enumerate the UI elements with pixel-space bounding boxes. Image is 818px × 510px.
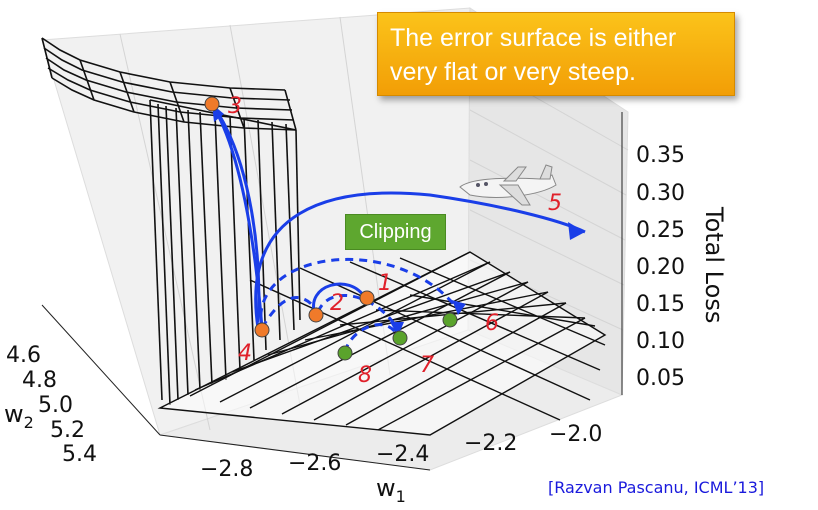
y-tick: 5.2 bbox=[50, 418, 85, 443]
y-tick: 4.8 bbox=[22, 368, 57, 393]
x-axis-label: w1 bbox=[376, 474, 406, 506]
z-tick: 0.25 bbox=[636, 218, 685, 243]
point-orange-1 bbox=[359, 290, 375, 306]
z-tick: 0.15 bbox=[636, 292, 685, 317]
y-tick: 5.4 bbox=[62, 442, 97, 467]
z-axis: 0.35 0.30 0.25 0.20 0.15 0.10 0.05 Total… bbox=[621, 112, 728, 395]
y-axis: 4.6 4.8 5.0 5.2 5.4 w2 bbox=[4, 304, 161, 467]
y-tick: 5.0 bbox=[38, 393, 73, 418]
annotation-7: 7 bbox=[420, 353, 434, 378]
annotation-5: 5 bbox=[548, 191, 562, 216]
x-tick: −2.2 bbox=[464, 431, 517, 456]
z-tick: 0.05 bbox=[636, 366, 685, 391]
point-orange-3 bbox=[254, 322, 270, 338]
annotation-6: 6 bbox=[485, 311, 499, 336]
data-points bbox=[204, 96, 458, 361]
flat-surface bbox=[157, 251, 607, 436]
annotation-1: 1 bbox=[378, 271, 392, 296]
x-axis: −2.8 −2.6 −2.4 −2.2 −2.0 w1 bbox=[159, 422, 602, 506]
callout-box: The error surface is either very flat or… bbox=[377, 12, 735, 96]
annotation-3: 3 bbox=[228, 94, 242, 119]
hand-annotations: 1 2 3 4 5 6 7 8 bbox=[228, 94, 562, 388]
callout-line-1: The error surface is either bbox=[390, 24, 677, 52]
z-axis-label: Total Loss bbox=[700, 206, 728, 323]
annotation-8: 8 bbox=[358, 363, 372, 388]
callout-line-2: very flat or very steep. bbox=[390, 58, 636, 86]
point-orange-4 bbox=[204, 96, 220, 112]
point-green-6 bbox=[442, 312, 458, 328]
steep-wall bbox=[41, 37, 301, 406]
annotation-2: 2 bbox=[330, 291, 344, 316]
z-tick: 0.30 bbox=[636, 181, 685, 206]
point-orange-2 bbox=[308, 307, 324, 323]
x-tick: −2.4 bbox=[376, 442, 429, 467]
trajectories bbox=[210, 103, 586, 353]
clipping-label: Clipping bbox=[345, 214, 446, 250]
y-axis-label: w2 bbox=[4, 400, 34, 432]
x-tick: −2.6 bbox=[288, 451, 341, 476]
z-tick: 0.10 bbox=[636, 329, 685, 354]
annotation-4: 4 bbox=[238, 341, 252, 366]
y-tick: 4.6 bbox=[6, 343, 41, 368]
airplane-icon bbox=[459, 164, 557, 206]
z-tick: 0.35 bbox=[636, 143, 685, 168]
point-green-8 bbox=[337, 345, 353, 361]
citation: [Razvan Pascanu, ICML’13] bbox=[548, 478, 765, 497]
x-tick: −2.8 bbox=[200, 457, 253, 482]
z-tick: 0.20 bbox=[636, 255, 685, 280]
point-green-7 bbox=[392, 330, 408, 346]
x-tick: −2.0 bbox=[549, 422, 602, 447]
